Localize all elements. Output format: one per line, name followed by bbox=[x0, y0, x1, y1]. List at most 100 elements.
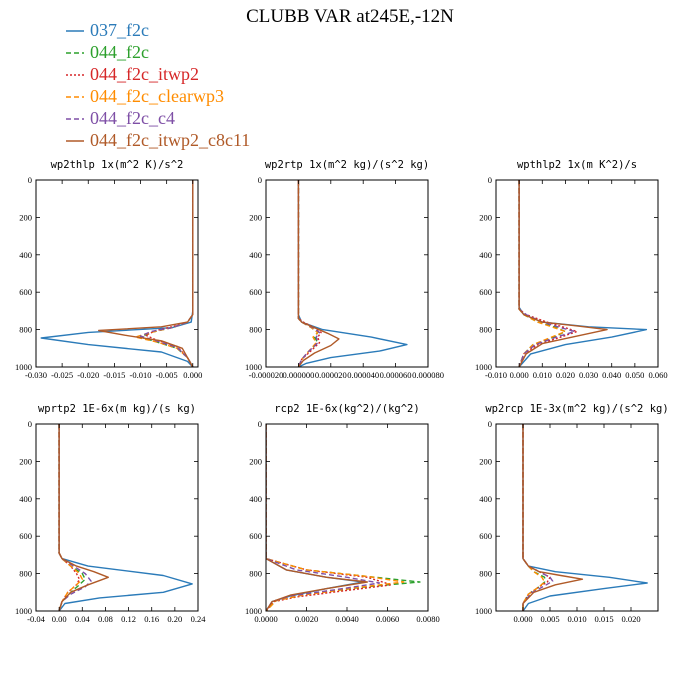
series-line bbox=[518, 180, 567, 367]
y-tick-label: 0 bbox=[488, 175, 492, 185]
y-tick-label: 1000 bbox=[245, 362, 262, 372]
y-tick-label: 600 bbox=[479, 531, 492, 541]
x-tick-label: 0.0000 bbox=[254, 614, 277, 624]
series-line bbox=[518, 180, 578, 367]
x-tick-label: 0.000 bbox=[513, 614, 532, 624]
x-tick-label: 0.20 bbox=[167, 614, 182, 624]
panel: wp2rcp 1E-3x(m^2 kg)/(s^2 kg) 0.000 0.005 0… bbox=[475, 403, 669, 624]
x-tick-label: 0.030 bbox=[579, 370, 598, 380]
y-tick-label: 800 bbox=[479, 569, 492, 579]
y-tick-label: 200 bbox=[19, 212, 32, 222]
x-tick-label: -0.020 bbox=[77, 370, 99, 380]
panel-title: wprtp2 1E-6x(m kg)/(s kg) bbox=[38, 403, 196, 415]
x-tick-label: 0.015 bbox=[594, 614, 613, 624]
x-tick-label: -0.030 bbox=[25, 370, 47, 380]
legend-entry: 044_f2c bbox=[66, 42, 149, 62]
y-tick-label: 400 bbox=[479, 250, 492, 260]
y-tick-label: 0 bbox=[28, 175, 32, 185]
x-tick-label: 0.000 bbox=[183, 370, 202, 380]
x-tick-label: -0.010 bbox=[485, 370, 507, 380]
series-line bbox=[297, 180, 340, 367]
y-tick-label: 600 bbox=[19, 531, 32, 541]
y-tick-label: 400 bbox=[19, 250, 32, 260]
series-group bbox=[266, 424, 421, 611]
series-line bbox=[266, 424, 405, 611]
panel: wprtp2 1E-6x(m kg)/(s kg) -0.04 0.00 0.04 0.… bbox=[15, 403, 206, 624]
legend-label: 044_f2c_c4 bbox=[90, 108, 175, 128]
series-group bbox=[58, 424, 193, 611]
panel-title: wp2rtp 1x(m^2 kg)/(s^2 kg) bbox=[265, 159, 429, 171]
x-tick-label: 0.020 bbox=[621, 614, 640, 624]
y-tick-label: 0 bbox=[488, 419, 492, 429]
y-tick-label: 400 bbox=[249, 250, 262, 260]
legend-label: 044_f2c_itwp2 bbox=[90, 64, 199, 84]
x-tick-label: 0.010 bbox=[533, 370, 552, 380]
x-tick-label: 0.020 bbox=[556, 370, 575, 380]
series-line bbox=[58, 424, 81, 611]
y-tick-label: 200 bbox=[479, 456, 492, 466]
y-tick-label: 800 bbox=[19, 325, 32, 335]
panel: wp2rtp 1x(m^2 kg)/(s^2 kg) -0.000020 0.000… bbox=[245, 159, 444, 380]
x-tick-label: 0.010 bbox=[567, 614, 586, 624]
x-tick-label: 0.050 bbox=[625, 370, 644, 380]
y-tick-label: 0 bbox=[28, 419, 32, 429]
panels: wp2thlp 1x(m^2 K)/s^2-0.030 -0.025 -0.020-… bbox=[15, 159, 669, 624]
x-tick-label: 0.24 bbox=[191, 614, 207, 624]
x-tick-label: 0.12 bbox=[121, 614, 136, 624]
x-tick-label: 0.005 bbox=[540, 614, 559, 624]
series-line bbox=[522, 424, 546, 611]
x-tick-label: 0.000 bbox=[510, 370, 529, 380]
x-tick-label: -0.04 bbox=[27, 614, 45, 624]
series-group bbox=[297, 180, 408, 367]
y-tick-label: 1000 bbox=[245, 606, 262, 616]
y-tick-label: 800 bbox=[249, 325, 262, 335]
panel: wp2thlp 1x(m^2 K)/s^2-0.030 -0.025 -0.020-… bbox=[15, 159, 202, 380]
x-tick-label: 0.000040 bbox=[347, 370, 379, 380]
x-tick-label: 0.0060 bbox=[376, 614, 399, 624]
legend-label: 044_f2c bbox=[90, 42, 149, 62]
series-line bbox=[134, 180, 194, 367]
y-tick-label: 1000 bbox=[475, 362, 492, 372]
legend-entry: 044_f2c_itwp2_c8c11 bbox=[66, 130, 250, 150]
series-line bbox=[522, 424, 554, 611]
panel-title: wp2thlp 1x(m^2 K)/s^2 bbox=[51, 159, 184, 171]
y-tick-label: 400 bbox=[19, 494, 32, 504]
x-tick-label: 0.000020 bbox=[315, 370, 347, 380]
plot-frame bbox=[35, 423, 199, 612]
y-tick-label: 600 bbox=[479, 287, 492, 297]
y-tick-label: 800 bbox=[19, 569, 32, 579]
series-line bbox=[58, 424, 92, 611]
y-tick-label: 800 bbox=[249, 569, 262, 579]
series-line bbox=[518, 180, 567, 367]
series-line bbox=[58, 424, 86, 611]
series-line bbox=[522, 424, 648, 611]
panel-title: wp2rcp 1E-3x(m^2 kg)/(s^2 kg) bbox=[485, 403, 668, 415]
y-tick-label: 600 bbox=[249, 531, 262, 541]
series-line bbox=[40, 180, 194, 367]
y-tick-label: 400 bbox=[479, 494, 492, 504]
legend-entry: 044_f2c_itwp2 bbox=[66, 64, 199, 84]
x-tick-label: -0.025 bbox=[51, 370, 73, 380]
x-tick-label: 0.08 bbox=[98, 614, 113, 624]
panel: wpthlp2 1x(m K^2)/s -0.010 0.000 0.010 0.020… bbox=[475, 159, 668, 380]
series-line bbox=[297, 180, 321, 367]
y-tick-label: 0 bbox=[258, 175, 262, 185]
series-line bbox=[297, 180, 322, 367]
y-tick-label: 600 bbox=[249, 287, 262, 297]
x-tick-label: -0.000020 bbox=[249, 370, 284, 380]
x-tick-label: -0.010 bbox=[130, 370, 152, 380]
series-line bbox=[58, 424, 84, 611]
y-tick-label: 1000 bbox=[475, 606, 492, 616]
series-group bbox=[518, 180, 648, 367]
series-line bbox=[522, 424, 546, 611]
plot-frame bbox=[495, 179, 659, 368]
plot-frame bbox=[495, 423, 659, 612]
series-line bbox=[266, 424, 364, 611]
y-tick-label: 200 bbox=[249, 456, 262, 466]
x-tick-label: 0.0020 bbox=[295, 614, 318, 624]
y-tick-label: 200 bbox=[479, 212, 492, 222]
x-tick-label: 0.00 bbox=[52, 614, 67, 624]
x-tick-label: -0.015 bbox=[103, 370, 125, 380]
series-line bbox=[518, 180, 608, 367]
